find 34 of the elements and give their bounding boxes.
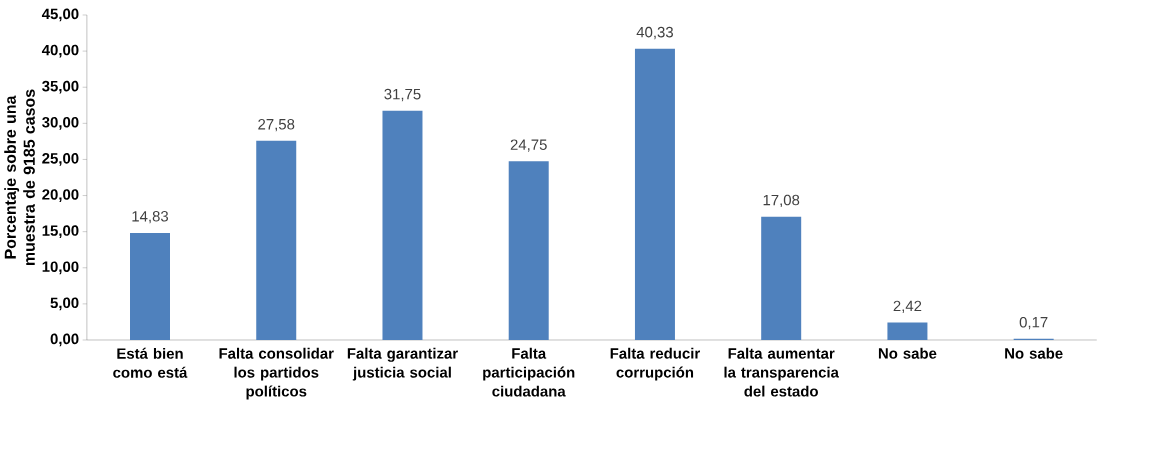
data-label: 27,58 bbox=[258, 118, 295, 132]
y-tick-label: 0,00 bbox=[50, 333, 79, 347]
data-label: 40,33 bbox=[636, 26, 673, 40]
data-label: 31,75 bbox=[384, 88, 421, 102]
y-tick-label: 35,00 bbox=[42, 80, 79, 94]
y-tick-label: 5,00 bbox=[50, 297, 79, 311]
bar bbox=[382, 110, 423, 340]
y-tick-label: 30,00 bbox=[42, 116, 79, 130]
y-tick-label: 25,00 bbox=[42, 153, 79, 166]
x-tick-label: Falta consolidar los partidos políticos bbox=[219, 347, 334, 400]
bar bbox=[634, 48, 675, 340]
bar bbox=[761, 216, 802, 340]
x-tick-label: Falta reducir corrupción bbox=[610, 347, 700, 381]
data-label: 24,75 bbox=[510, 139, 547, 152]
data-label: 2,42 bbox=[893, 300, 922, 313]
bar bbox=[887, 322, 928, 340]
bar bbox=[256, 140, 297, 340]
data-label: 14,83 bbox=[132, 211, 169, 224]
x-tick-label: Falta aumentar la transparencia del estado bbox=[724, 347, 839, 397]
data-label: 0,17 bbox=[1019, 316, 1048, 330]
x-tick-label: No sabe bbox=[1005, 347, 1063, 359]
y-tick-label: 15,00 bbox=[42, 225, 79, 239]
x-tick-label: No sabe bbox=[878, 347, 937, 359]
x-tick-label: Falta garantizar justicia social bbox=[347, 347, 458, 381]
y-tick-label: 10,00 bbox=[42, 261, 79, 275]
y-tick-label: 20,00 bbox=[42, 189, 79, 202]
x-tick-label: Está bien como está bbox=[113, 347, 188, 378]
y-tick-label: 45,00 bbox=[41, 8, 79, 22]
bar bbox=[508, 161, 549, 340]
x-tick-label: Falta participación ciudadana bbox=[483, 347, 575, 397]
data-label: 17,08 bbox=[763, 194, 800, 208]
bar bbox=[130, 232, 170, 340]
y-tick-label: 40,00 bbox=[41, 44, 79, 58]
y-axis-title: Porcentaje sobre una muestra de 9185 casos bbox=[4, 89, 35, 266]
